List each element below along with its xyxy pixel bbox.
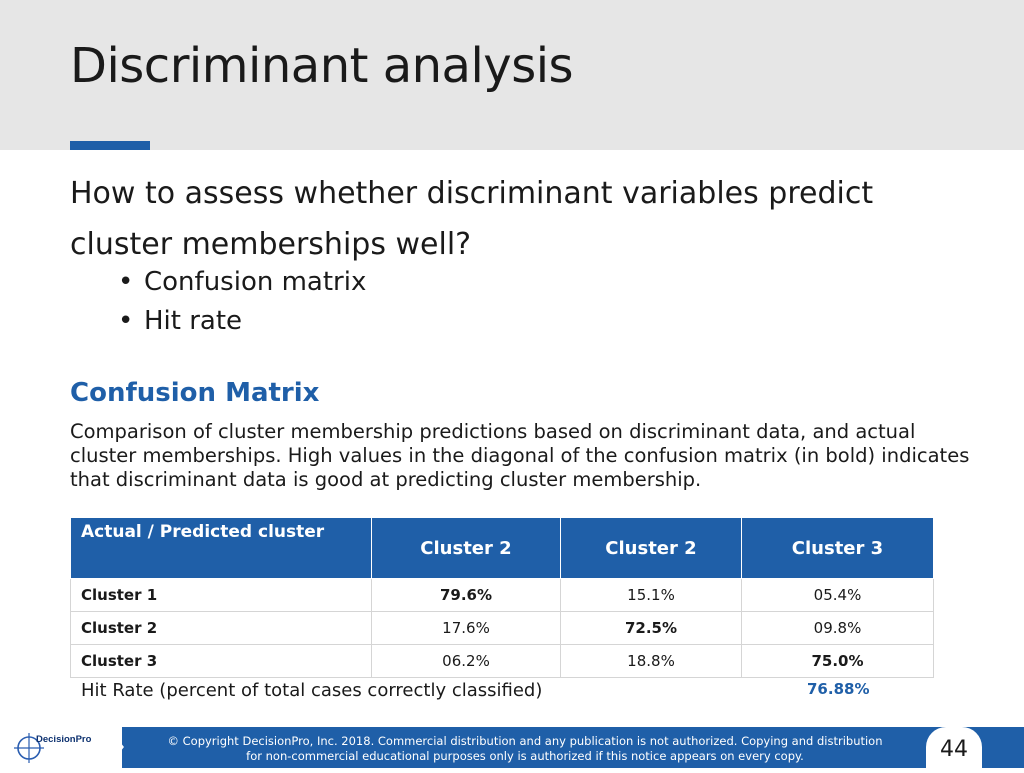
copyright-notice: © Copyright DecisionPro, Inc. 2018. Comm… <box>150 734 900 764</box>
column-header: Cluster 3 <box>741 517 934 579</box>
column-header: Cluster 2 <box>371 517 561 579</box>
bullet-text: Confusion matrix <box>144 267 367 297</box>
hit-rate-value: 76.88% <box>807 680 870 698</box>
logo-chevron <box>108 727 124 767</box>
copyright-line: for non-commercial educational purposes … <box>246 749 804 763</box>
bullet-dot: • <box>118 267 134 297</box>
table-row: Cluster 1 79.6% 15.1% 05.4% <box>70 578 934 612</box>
bullet-list: • Confusion matrix • Hit rate <box>118 264 366 342</box>
table-cell: 05.4% <box>741 578 934 612</box>
logo: DecisionPro <box>36 734 92 745</box>
bullet-item: • Hit rate <box>118 303 366 342</box>
bullet-dot: • <box>118 306 134 336</box>
section-heading: Confusion Matrix <box>70 378 320 408</box>
hit-rate-label: Hit Rate (percent of total cases correct… <box>81 680 543 701</box>
table-cell: 18.8% <box>560 644 742 678</box>
title-accent-bar <box>70 141 150 150</box>
table-cell: 06.2% <box>371 644 561 678</box>
table-cell: 75.0% <box>741 644 934 678</box>
table-row: Cluster 3 06.2% 18.8% 75.0% <box>70 644 934 678</box>
row-label: Cluster 2 <box>70 611 372 645</box>
corner-header: Actual / Predicted cluster <box>70 517 372 579</box>
description-text: Comparison of cluster membership predict… <box>70 420 970 491</box>
table-row: Cluster 2 17.6% 72.5% 09.8% <box>70 611 934 645</box>
page-number: 44 <box>926 727 982 768</box>
table-header-row: Actual / Predicted cluster Cluster 2 Clu… <box>70 517 934 579</box>
crosshair-globe-icon <box>14 733 44 763</box>
bullet-item: • Confusion matrix <box>118 264 366 303</box>
table-cell: 15.1% <box>560 578 742 612</box>
footer-band <box>0 727 1024 768</box>
row-label: Cluster 1 <box>70 578 372 612</box>
table-cell: 79.6% <box>371 578 561 612</box>
column-header: Cluster 2 <box>560 517 742 579</box>
bullet-text: Hit rate <box>144 306 243 336</box>
header-band <box>0 0 1024 150</box>
copyright-line: © Copyright DecisionPro, Inc. 2018. Comm… <box>167 734 883 748</box>
table-cell: 09.8% <box>741 611 934 645</box>
table-cell: 17.6% <box>371 611 561 645</box>
row-label: Cluster 3 <box>70 644 372 678</box>
table-cell: 72.5% <box>560 611 742 645</box>
question-text: How to assess whether discriminant varia… <box>70 176 874 262</box>
page-title: Discriminant analysis <box>70 38 574 94</box>
confusion-matrix-table: Actual / Predicted cluster Cluster 2 Clu… <box>70 517 934 678</box>
